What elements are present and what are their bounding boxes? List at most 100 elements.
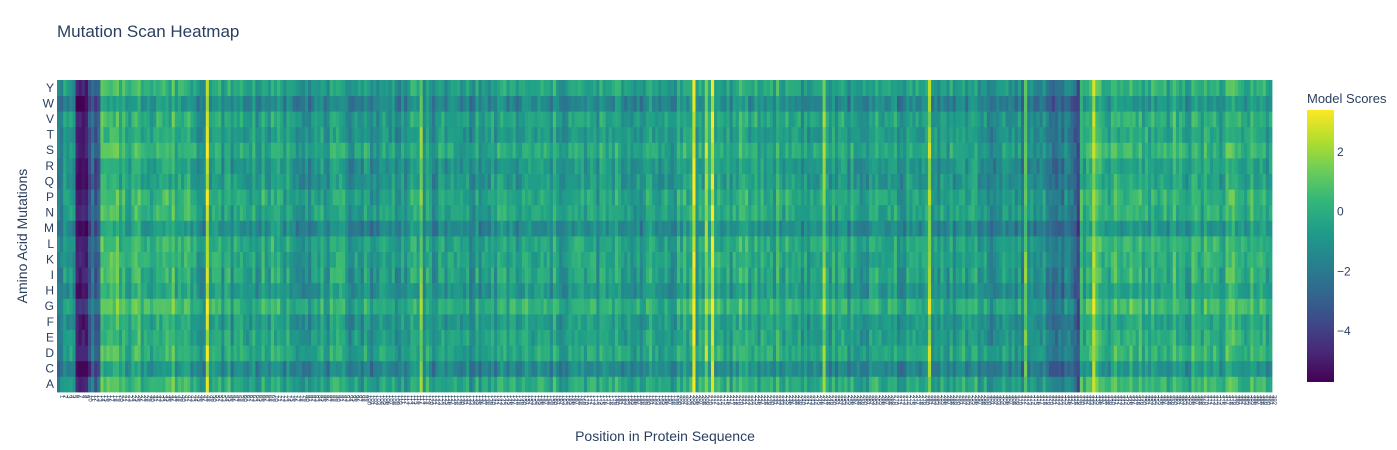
heatmap-cell xyxy=(78,236,83,252)
heatmap-cell xyxy=(649,236,653,252)
heatmap-cell xyxy=(788,251,792,268)
heatmap-cell xyxy=(497,251,501,268)
heatmap-cell xyxy=(556,173,560,190)
heatmap-cell xyxy=(667,267,672,284)
heatmap-cell xyxy=(174,95,179,112)
heatmap-cell xyxy=(704,236,709,252)
heatmap-cell xyxy=(788,267,792,284)
heatmap-cell xyxy=(370,189,374,206)
heatmap-cell xyxy=(478,126,483,143)
heatmap-cell xyxy=(543,345,548,362)
heatmap-cell xyxy=(187,173,191,190)
heatmap-cell xyxy=(453,158,458,174)
heatmap-cell xyxy=(723,282,727,299)
heatmap-cell xyxy=(664,236,668,252)
heatmap-cell xyxy=(385,158,390,174)
heatmap-cell xyxy=(503,329,507,346)
heatmap-cell xyxy=(596,173,600,190)
heatmap-cell xyxy=(91,236,95,252)
heatmap-cell xyxy=(379,111,383,128)
heatmap-cell xyxy=(416,314,421,330)
heatmap-cell xyxy=(720,220,724,237)
heatmap-cell xyxy=(252,80,256,96)
heatmap-cell xyxy=(459,158,464,174)
heatmap-cell xyxy=(162,126,166,143)
heatmap-cell xyxy=(60,204,64,221)
heatmap-cell xyxy=(639,111,644,128)
heatmap-cell xyxy=(261,267,266,284)
heatmap-cell xyxy=(568,158,572,174)
heatmap-cell xyxy=(57,282,61,299)
heatmap-cell xyxy=(277,204,281,221)
heatmap-cell xyxy=(385,173,390,190)
heatmap-cell xyxy=(205,173,210,190)
heatmap-cell xyxy=(159,251,163,268)
heatmap-cell xyxy=(184,158,188,174)
heatmap-cell xyxy=(211,126,216,143)
heatmap-cell xyxy=(636,345,641,362)
heatmap-cell xyxy=(419,298,424,315)
heatmap-cell xyxy=(211,251,216,268)
heatmap-cell xyxy=(599,298,603,315)
heatmap-cell xyxy=(565,95,569,112)
heatmap-cell xyxy=(720,360,724,377)
heatmap-cell xyxy=(109,314,114,330)
heatmap-cell xyxy=(199,314,204,330)
heatmap-cell xyxy=(128,173,132,190)
heatmap-cell xyxy=(580,80,585,96)
heatmap-cell xyxy=(60,189,64,206)
heatmap-cell xyxy=(230,111,235,128)
heatmap-cell xyxy=(298,142,303,159)
heatmap-cell xyxy=(670,126,675,143)
heatmap-cell xyxy=(779,376,783,393)
heatmap-cell xyxy=(441,282,445,299)
heatmap-column xyxy=(184,80,188,393)
heatmap-cell xyxy=(72,236,76,252)
heatmap-cell xyxy=(571,251,576,268)
heatmap-cell xyxy=(57,142,61,159)
heatmap-column xyxy=(466,80,470,393)
heatmap-cell xyxy=(342,236,346,252)
heatmap-cell xyxy=(376,251,380,268)
heatmap-cell xyxy=(221,142,225,159)
heatmap-cell xyxy=(590,204,594,221)
heatmap-cell xyxy=(177,314,182,330)
heatmap-cell xyxy=(267,220,272,237)
heatmap-cell xyxy=(763,111,768,128)
heatmap-cell xyxy=(627,282,631,299)
heatmap-cell xyxy=(630,95,634,112)
heatmap-column xyxy=(106,80,111,393)
heatmap-cell xyxy=(100,126,104,143)
heatmap-cell xyxy=(60,360,64,377)
heatmap-cell xyxy=(311,360,315,377)
heatmap-cell xyxy=(128,376,132,393)
heatmap-cell xyxy=(118,95,123,112)
heatmap-cell xyxy=(401,376,405,393)
heatmap-cell xyxy=(593,173,597,190)
heatmap-cell xyxy=(153,282,157,299)
heatmap-cell xyxy=(317,314,321,330)
heatmap-cell xyxy=(277,298,281,315)
heatmap-cell xyxy=(704,173,709,190)
heatmap-cell xyxy=(738,173,743,190)
heatmap-cell xyxy=(106,204,111,221)
heatmap-cell xyxy=(633,376,638,393)
heatmap-cell xyxy=(577,345,582,362)
heatmap-cell xyxy=(441,95,445,112)
heatmap-cell xyxy=(125,345,129,362)
heatmap-cell xyxy=(187,282,191,299)
heatmap-cell xyxy=(252,345,256,362)
heatmap-cell xyxy=(590,142,594,159)
heatmap-column xyxy=(596,80,600,393)
heatmap-cell xyxy=(649,314,653,330)
heatmap-cell xyxy=(751,80,755,96)
heatmap-cell xyxy=(766,142,771,159)
heatmap-cell xyxy=(583,142,588,159)
heatmap-cell xyxy=(459,282,464,299)
heatmap-cell xyxy=(642,189,647,206)
heatmap-cell xyxy=(146,126,151,143)
heatmap-cell xyxy=(568,360,572,377)
heatmap-cell xyxy=(304,314,309,330)
heatmap-cell xyxy=(242,345,247,362)
heatmap-cell xyxy=(298,126,303,143)
